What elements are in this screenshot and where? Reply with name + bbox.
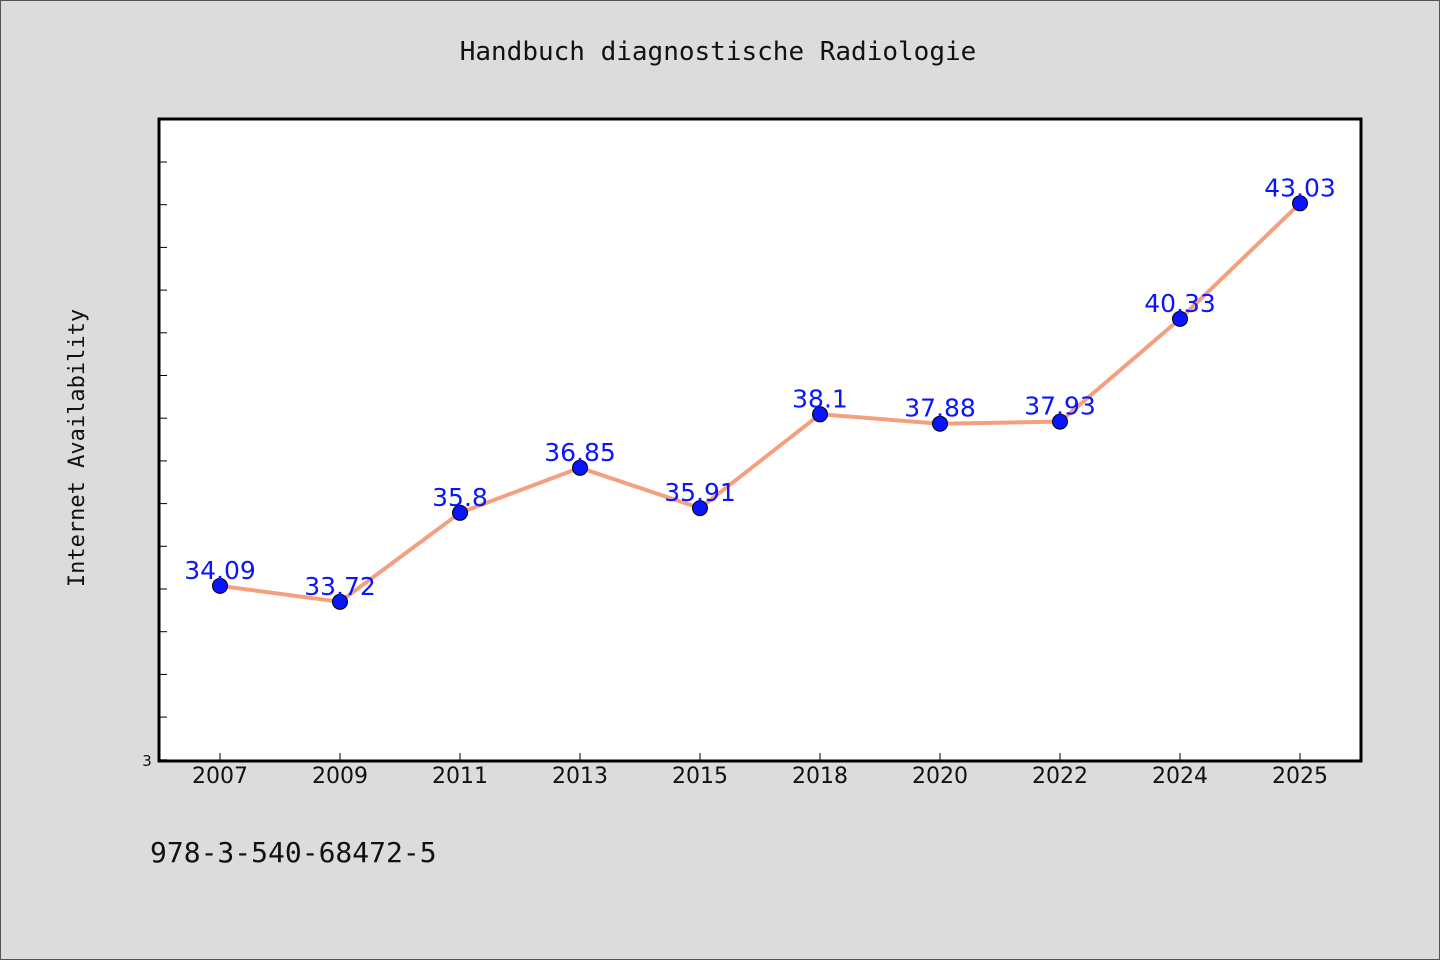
x-tick-label: 2009 xyxy=(312,764,368,789)
data-label: 37.88 xyxy=(904,394,976,423)
x-tick-label: 2020 xyxy=(912,764,968,789)
series-line xyxy=(219,201,1302,604)
data-label: 36.85 xyxy=(544,438,616,467)
y-axis-label: Internet Availability xyxy=(65,309,90,587)
data-point xyxy=(332,593,348,610)
x-tick-label: 2013 xyxy=(552,764,608,789)
data-point xyxy=(212,577,228,594)
x-tick-label: 2007 xyxy=(192,764,248,789)
x-tick-label: 2011 xyxy=(432,764,488,789)
x-tick-label: 2024 xyxy=(1152,764,1208,789)
isbn-footer: 978-3-540-68472-5 xyxy=(150,836,437,869)
data-label: 38.1 xyxy=(792,384,848,413)
data-label: 35.91 xyxy=(664,478,736,507)
x-axis-ticks: 2007 2009 2011 2013 2015 2018 2020 2022 2024 2025 xyxy=(192,753,1328,789)
data-point xyxy=(812,406,828,423)
series-line-group xyxy=(219,201,1302,604)
data-point xyxy=(452,504,468,521)
data-labels: 34.09 33.72 35.8 36.85 35.91 38.1 37.88 37.93 40… xyxy=(184,173,1336,601)
plot-area xyxy=(157,117,1363,763)
data-point xyxy=(1052,413,1068,430)
data-point xyxy=(932,415,948,432)
x-tick-label: 2025 xyxy=(1272,764,1328,789)
data-point xyxy=(1172,310,1188,327)
x-tick-label: 2022 xyxy=(1032,764,1088,789)
data-label: 37.93 xyxy=(1024,392,1096,421)
data-point xyxy=(1292,195,1308,212)
x-tick-label: 2015 xyxy=(672,764,728,789)
chart-title: Handbuch diagnostische Radiologie xyxy=(460,37,977,67)
data-label: 43.03 xyxy=(1264,173,1336,202)
data-label: 34.09 xyxy=(184,556,256,585)
data-label: 35.8 xyxy=(432,483,488,512)
y-tick-label: 3 xyxy=(142,752,152,770)
data-point xyxy=(572,459,588,476)
y-axis-ticks: 3 xyxy=(142,161,167,770)
data-markers xyxy=(212,195,1308,610)
data-label: 40.33 xyxy=(1144,289,1216,318)
x-tick-label: 2018 xyxy=(792,764,848,789)
data-label: 33.72 xyxy=(304,572,376,601)
data-point xyxy=(692,500,708,517)
